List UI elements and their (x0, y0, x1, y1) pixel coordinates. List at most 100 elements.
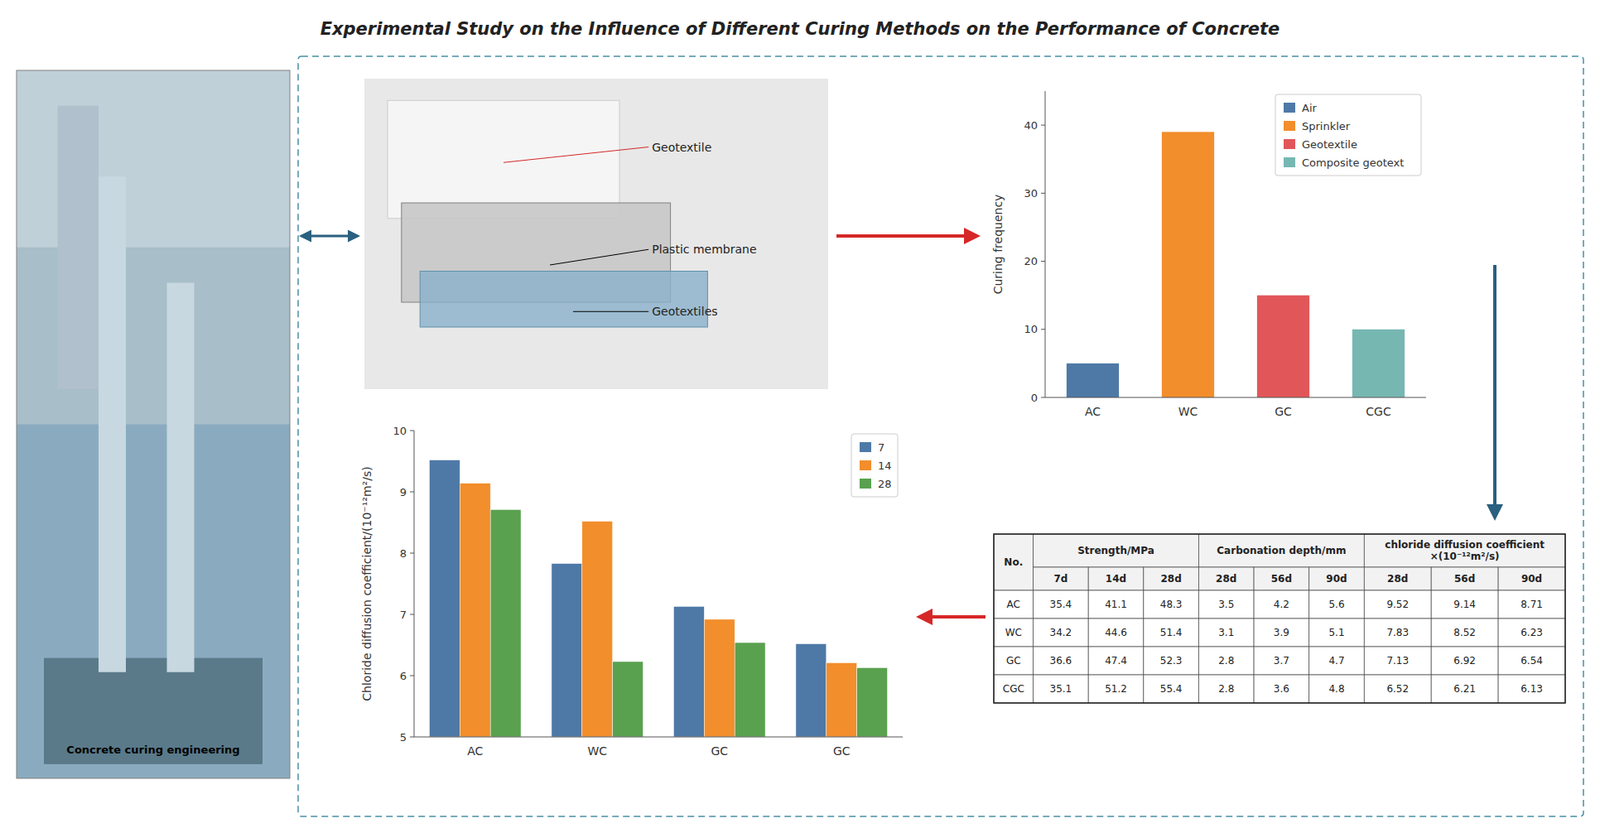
text-line: 8.71 (1520, 598, 1543, 611)
table-value-cell (1431, 618, 1499, 647)
sub-header: 14d (1105, 573, 1127, 585)
legend: AirSprinklerGeotextileComposite geotext (1275, 94, 1422, 176)
text-line: 90d (1521, 573, 1543, 585)
legend-label: 14 (877, 459, 892, 473)
table-value: 41.1 (1104, 598, 1128, 611)
table-value-cell (1143, 674, 1200, 704)
table-value-cell (1309, 674, 1365, 704)
sub-header: 28d (1215, 573, 1237, 585)
table-value: 44.6 (1104, 626, 1128, 639)
tick-label: 5 (400, 731, 407, 744)
tick-label: 10 (392, 424, 407, 438)
table-value: 4.7 (1328, 655, 1345, 667)
table-value-cell (1498, 618, 1566, 647)
illustration-label: Plastic membrane (651, 242, 757, 256)
text-line: 7d (1053, 573, 1068, 585)
legend-swatch (1283, 157, 1296, 168)
table-value: 7.13 (1386, 655, 1409, 667)
text-line: 4.7 (1328, 655, 1345, 667)
bar (826, 662, 858, 738)
text-line: 14d (1105, 573, 1127, 585)
tick-label: 30 (1023, 187, 1038, 200)
legend-label: Sprinkler (1301, 120, 1351, 133)
bar (857, 667, 888, 738)
tick (1040, 125, 1046, 126)
table-value-cell (1033, 674, 1090, 704)
table-value: 8.52 (1453, 626, 1476, 639)
header-cell (993, 534, 1034, 591)
leader-line (573, 311, 649, 313)
table-value: 6.52 (1386, 683, 1409, 695)
tick-label: 7 (400, 608, 407, 622)
sub-header: 90d (1325, 573, 1347, 585)
sub-header-cell (1143, 567, 1200, 591)
bar (1257, 295, 1310, 398)
text-line: 3.6 (1273, 683, 1290, 695)
text-line: 6.52 (1386, 683, 1409, 695)
header-cell (1363, 534, 1566, 568)
table-value-cell (1309, 618, 1365, 647)
table-value: 9.52 (1386, 598, 1409, 611)
table-value: 35.4 (1050, 598, 1073, 611)
legend-label: Composite geotext (1301, 156, 1404, 169)
table-frame (993, 534, 1566, 704)
tick (409, 430, 415, 432)
text-line: 55.4 (1160, 683, 1183, 695)
sub-header-cell (1309, 567, 1365, 591)
text-line: ×(10⁻¹²m²/s) (1430, 550, 1500, 563)
sub-header-cell (1198, 567, 1254, 591)
photo-shape (16, 70, 290, 779)
bar (582, 521, 613, 738)
illustration-label: Geotextiles (651, 304, 718, 319)
legend-swatch (1283, 102, 1296, 113)
category-label: CGC (1365, 404, 1392, 419)
text-line: No. (1003, 556, 1023, 569)
sub-header-cell (1033, 567, 1090, 591)
y-axis (1045, 91, 1046, 398)
tick-label: 10 (1023, 322, 1038, 336)
legend-swatch (859, 442, 872, 453)
legend-box (851, 433, 898, 497)
tick (1040, 260, 1046, 262)
table-value-cell (1033, 590, 1090, 619)
category-label: AC (467, 744, 483, 758)
row-label-cell (993, 646, 1034, 675)
text-line: 6.23 (1520, 626, 1543, 639)
table-value-cell (1363, 618, 1432, 647)
text-line: 4.8 (1328, 683, 1345, 695)
text-line: CGC (1002, 683, 1025, 695)
table-value-cell (1498, 646, 1566, 675)
bar (795, 644, 827, 738)
photo-caption: Concrete curing engineering (66, 743, 240, 757)
row-label: WC (1005, 626, 1022, 639)
header-cell (1198, 534, 1364, 568)
table-value: 6.13 (1520, 683, 1543, 695)
table-value: 52.3 (1160, 655, 1183, 667)
bar (734, 642, 766, 738)
table-value: 51.2 (1104, 683, 1128, 695)
photo-shape (43, 658, 263, 765)
table-value: 2.8 (1218, 683, 1234, 695)
text-line: AC (1007, 598, 1021, 611)
tick (409, 553, 415, 555)
table-value-cell (1143, 590, 1200, 619)
header: Carbonation depth/mm (1216, 544, 1346, 557)
tick (409, 737, 415, 738)
table-value-cell (1198, 674, 1254, 704)
flow-arrow (301, 235, 358, 238)
text-line: 48.3 (1160, 598, 1183, 611)
text-line: 6.54 (1520, 655, 1543, 667)
legend-swatch (859, 460, 872, 471)
sub-header-cell (1363, 567, 1432, 591)
table-value: 55.4 (1160, 683, 1183, 695)
photo-shape (167, 283, 195, 673)
text-line: 28d (1160, 573, 1181, 585)
bar (673, 606, 704, 738)
text-line: 51.2 (1104, 683, 1128, 695)
table-value: 2.8 (1218, 655, 1234, 667)
illustration-background (364, 78, 829, 390)
category-label: WC (1178, 404, 1199, 419)
bar (490, 509, 521, 738)
category-label: WC (587, 744, 608, 758)
table-value-cell (1033, 618, 1090, 647)
